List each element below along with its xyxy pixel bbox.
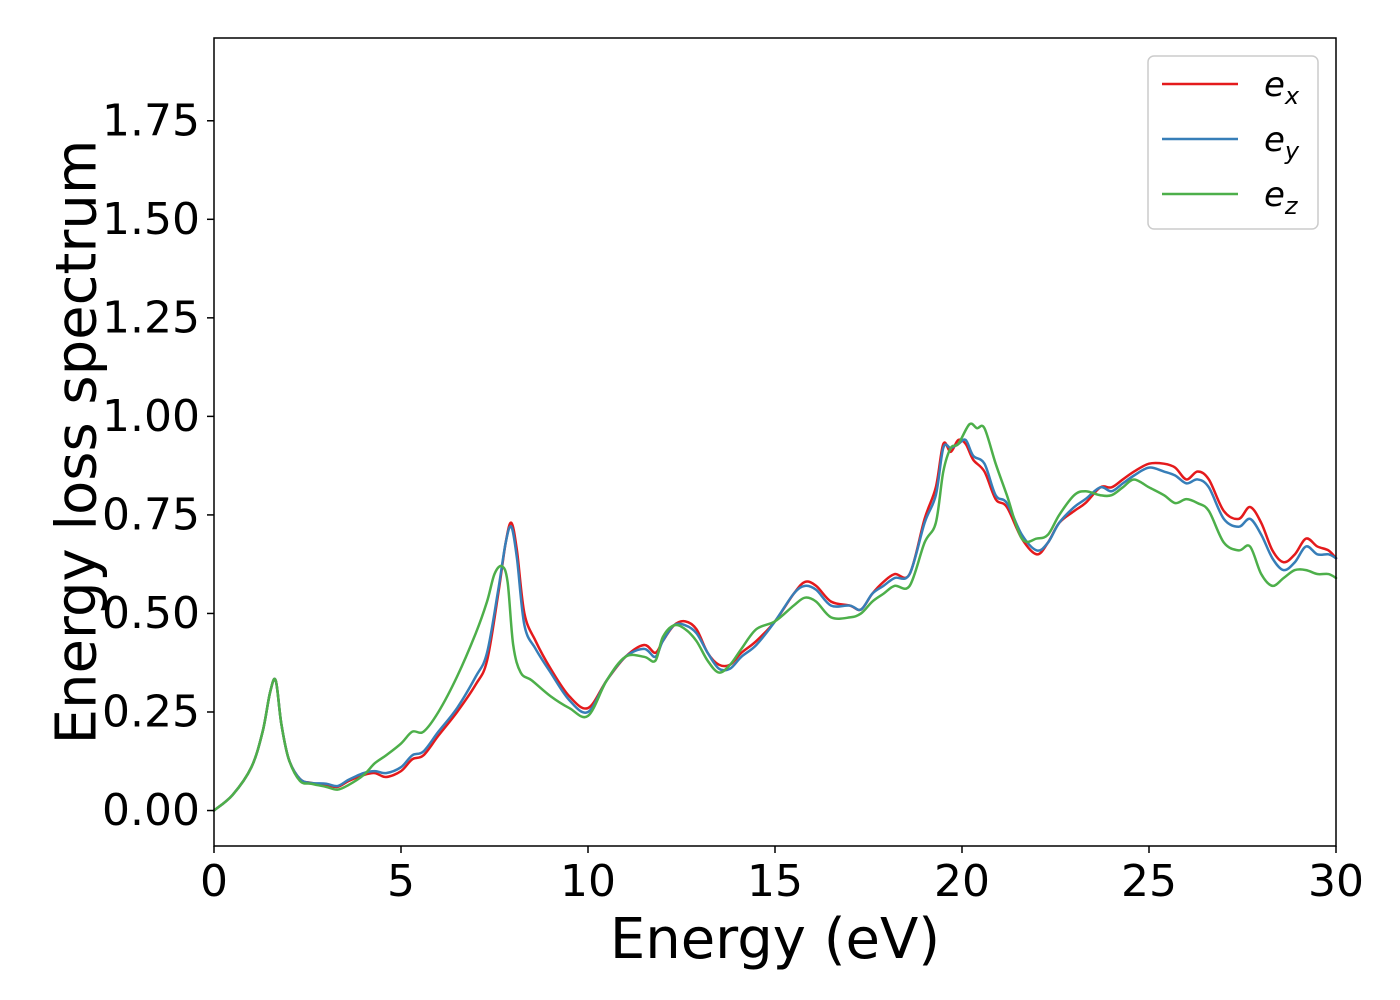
legend: ex ey ez	[1147, 55, 1319, 230]
series-line-x	[212, 438, 1338, 812]
x-axis-title: Energy (eV)	[610, 907, 940, 972]
y-axis: 0.00 0.25 0.50 0.75 1.00 1.25 1.50 1.75	[102, 95, 214, 836]
y-tick-label: 1.25	[102, 292, 200, 343]
x-tick-label: 10	[560, 856, 616, 907]
x-tick-label: 0	[200, 856, 228, 907]
x-axis: 0 5 10 15 20 25 30	[200, 846, 1364, 907]
y-tick-label: 0.50	[102, 588, 200, 639]
y-tick-label: 1.75	[102, 95, 200, 146]
legend-label-y: ey	[1264, 120, 1300, 165]
y-tick-label: 0.25	[102, 686, 200, 737]
y-tick-label: 1.00	[102, 391, 200, 442]
series-layer	[212, 422, 1338, 812]
x-tick-label: 30	[1308, 856, 1364, 907]
x-tick-label: 25	[1121, 856, 1177, 907]
y-tick-label: 1.50	[102, 194, 200, 245]
legend-label-z: ez	[1264, 175, 1299, 220]
series-line-z	[212, 422, 1338, 812]
y-tick-label: 0.75	[102, 489, 200, 540]
legend-box	[1147, 55, 1319, 230]
legend-items: ex ey ez	[1162, 65, 1300, 220]
legend-label-x: ex	[1264, 65, 1300, 110]
series-line-y	[212, 438, 1338, 812]
x-tick-label: 20	[934, 856, 990, 907]
y-axis-title: Energy loss spectrum	[45, 140, 110, 745]
y-tick-label: 0.00	[102, 785, 200, 836]
x-tick-label: 15	[747, 856, 803, 907]
x-tick-label: 5	[387, 856, 415, 907]
